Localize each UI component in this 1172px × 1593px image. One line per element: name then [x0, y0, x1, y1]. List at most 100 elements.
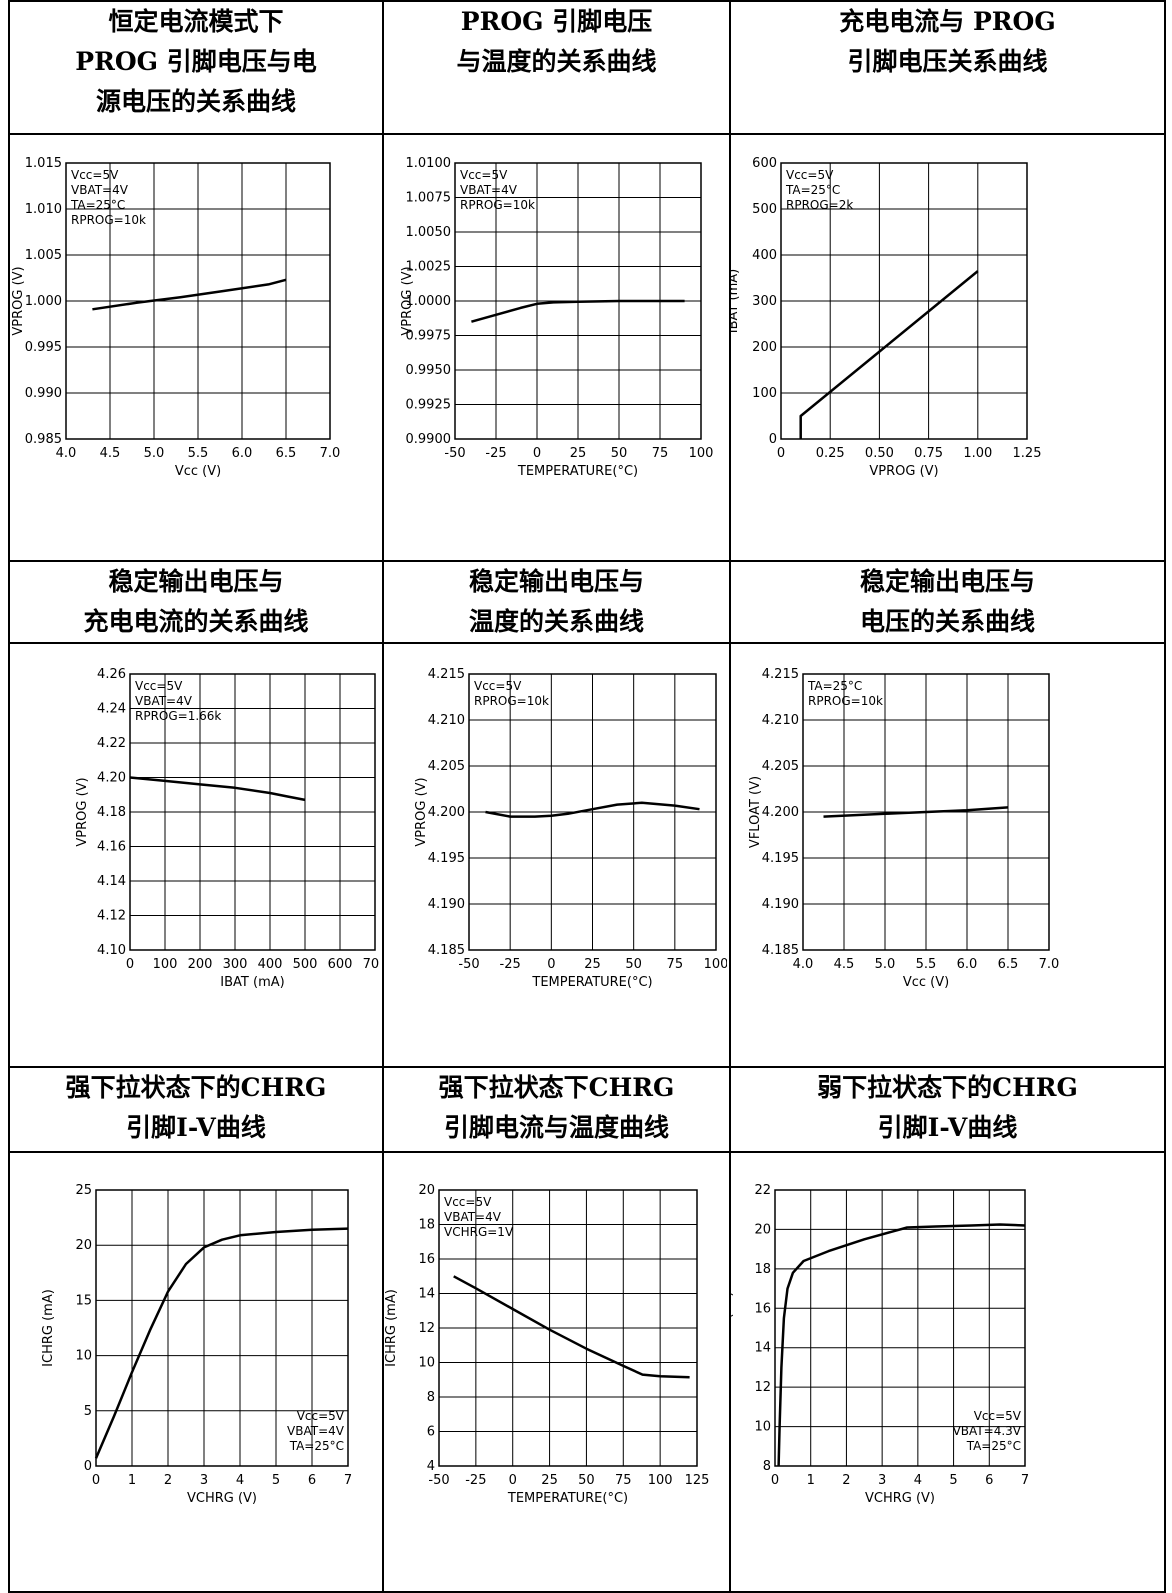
- header-title-line: 引脚I-V曲线: [126, 1113, 266, 1142]
- x-axis-label: TEMPERATURE(°C): [507, 1491, 628, 1506]
- y-tick-label: 1.0000: [406, 294, 452, 309]
- x-tick-label: 50: [625, 957, 642, 972]
- characteristic-curves-sheet: 恒定电流模式下 PROG 引脚电压与电 源电压的关系曲线 PROG 引脚电压 与温度的…: [8, 0, 1166, 1593]
- header-title-line: 强下拉状态下CHRG: [438, 1073, 675, 1102]
- y-axis-label: VPROG (V): [400, 266, 415, 335]
- y-tick-label: 0.985: [25, 432, 62, 447]
- y-tick-label: 100: [752, 386, 777, 401]
- y-tick-label: 1.0100: [406, 156, 452, 171]
- y-tick-label: 8: [763, 1459, 771, 1474]
- series-line: [799, 270, 979, 439]
- x-tick-label: 600: [328, 957, 353, 972]
- y-tick-label: 4.210: [762, 713, 799, 728]
- x-tick-label: 125: [685, 1473, 710, 1488]
- y-tick-label: 10: [75, 1349, 92, 1364]
- condition-annotation: VBAT=4.3V: [953, 1424, 1022, 1438]
- y-tick-label: 1.0025: [406, 260, 452, 275]
- series-line: [823, 806, 1009, 818]
- condition-annotation: TA=25°C: [807, 679, 862, 693]
- condition-annotation: Vcc=5V: [71, 168, 119, 182]
- y-tick-label: 4.195: [428, 851, 465, 866]
- header-title-line: 稳定输出电压与: [108, 567, 284, 596]
- x-tick-label: 500: [293, 957, 318, 972]
- y-tick-label: 0.990: [25, 386, 62, 401]
- x-tick-label: 3: [878, 1473, 886, 1488]
- condition-annotation: VBAT=4V: [135, 694, 193, 708]
- y-tick-label: 4.18: [97, 805, 126, 820]
- x-tick-label: 0: [92, 1473, 100, 1488]
- plot-frame: [802, 673, 1050, 951]
- x-tick-label: 0: [126, 957, 134, 972]
- plot-frame: [454, 162, 702, 440]
- x-tick-label: 6: [985, 1473, 993, 1488]
- header-title-line: 温度的关系曲线: [468, 607, 644, 636]
- x-tick-label: 100: [704, 957, 727, 972]
- header-cell: 稳定输出电压与 电压的关系曲线: [729, 560, 1166, 644]
- x-tick-label: 6: [308, 1473, 316, 1488]
- y-axis-label: ICHRG (mA): [41, 1289, 56, 1367]
- header-title-line: 充电电流的关系曲线: [83, 607, 309, 636]
- series-line: [92, 278, 287, 311]
- y-tick-label: 6: [427, 1425, 435, 1440]
- plot-cell: 4.0 4.5 5.0 5.5 6.0 6.5 7.0 0.985 0.990 0.995 1.00…: [8, 133, 384, 562]
- x-tick-label: 75: [652, 446, 669, 461]
- y-tick-label: 14: [754, 1341, 771, 1356]
- condition-annotation: TA=25°C: [289, 1439, 344, 1453]
- plot-row-3: 0 1 2 3 4 5 6 7 0 5 10 15 20 25 VCHRG (V) ICHRG (mA) Vcc…: [8, 1151, 1166, 1593]
- header-title-line: PROG 引脚电压与电: [75, 47, 317, 76]
- x-tick-label: 5.5: [916, 957, 937, 972]
- x-axis-label: VCHRG (V): [865, 1491, 935, 1506]
- y-tick-label: 12: [754, 1380, 771, 1395]
- x-tick-label: 7: [344, 1473, 352, 1488]
- y-tick-label: 0.9925: [406, 398, 452, 413]
- y-axis-label: IBAT (mA): [731, 269, 741, 333]
- x-tick-label: 100: [689, 446, 714, 461]
- condition-annotation: TA=25°C: [966, 1439, 1021, 1453]
- condition-annotation: VBAT=4V: [460, 183, 518, 197]
- plot-frame: [468, 673, 717, 951]
- x-tick-label: 0: [533, 446, 541, 461]
- condition-annotation: Vcc=5V: [135, 679, 183, 693]
- x-tick-label: 0: [777, 446, 785, 461]
- condition-annotation: Vcc=5V: [444, 1195, 492, 1209]
- chart-4: 0 100 200 300 400 500 600 700 4.10 4.12 4.14 4.16 4.…: [75, 667, 380, 990]
- y-tick-label: 20: [75, 1238, 92, 1253]
- chart-8: -50 -25 0 25 50 75 100 125 4 6 8 10 12 14 16 18 20 TEMPER…: [384, 1183, 710, 1506]
- condition-annotation: Vcc=5V: [474, 679, 522, 693]
- condition-annotation: VCHRG=1V: [444, 1225, 514, 1239]
- plot-frame: [780, 162, 1028, 440]
- series-line: [453, 1275, 690, 1379]
- y-tick-label: 4.195: [762, 851, 799, 866]
- x-tick-label: 6.0: [957, 957, 978, 972]
- plot-frame: [65, 162, 331, 440]
- header-cell: 稳定输出电压与 充电电流的关系曲线: [8, 560, 384, 644]
- plot-frame: [438, 1189, 698, 1467]
- x-axis-label: VPROG (V): [869, 464, 938, 479]
- header-cell: PROG 引脚电压 与温度的关系曲线: [382, 0, 731, 135]
- y-tick-label: 500: [752, 202, 777, 217]
- x-tick-label: 0: [771, 1473, 779, 1488]
- y-tick-label: 4.205: [428, 759, 465, 774]
- y-tick-label: 8: [427, 1390, 435, 1405]
- plot-row-2: 01002003004005006007004.104.124.144.164.…: [8, 642, 1166, 1068]
- plot-cell: -50 -25 0 25 50 75 100 4.185 4.190 4.195 4.200 4.20…: [382, 642, 731, 1068]
- x-tick-label: 25: [584, 957, 601, 972]
- plot-cell: 0 0.25 0.50 0.75 1.00 1.25 0 100 200 300 400 500 600…: [729, 133, 1166, 562]
- x-tick-label: 6.5: [276, 446, 297, 461]
- y-tick-label: 0: [769, 432, 777, 447]
- header-title-line: 引脚电压关系曲线: [847, 47, 1048, 76]
- y-tick-label: 18: [418, 1218, 435, 1233]
- y-tick-label: 4.14: [97, 874, 126, 889]
- x-tick-label: 300: [223, 957, 248, 972]
- chart-3: 0 0.25 0.50 0.75 1.00 1.25 0 100 200 300 400 500 600…: [731, 156, 1041, 479]
- x-tick-label: 4: [236, 1473, 244, 1488]
- x-tick-label: 0: [509, 1473, 517, 1488]
- x-tick-label: 700: [363, 957, 380, 972]
- header-row-1: 恒定电流模式下 PROG 引脚电压与电 源电压的关系曲线 PROG 引脚电压 与温度的…: [8, 0, 1166, 135]
- series-line: [471, 299, 685, 323]
- condition-annotation: Vcc=5V: [460, 168, 508, 182]
- x-axis-label: IBAT (mA): [220, 975, 284, 990]
- y-tick-label: 10: [754, 1420, 771, 1435]
- series-line: [485, 801, 700, 818]
- x-tick-label: 5: [949, 1473, 957, 1488]
